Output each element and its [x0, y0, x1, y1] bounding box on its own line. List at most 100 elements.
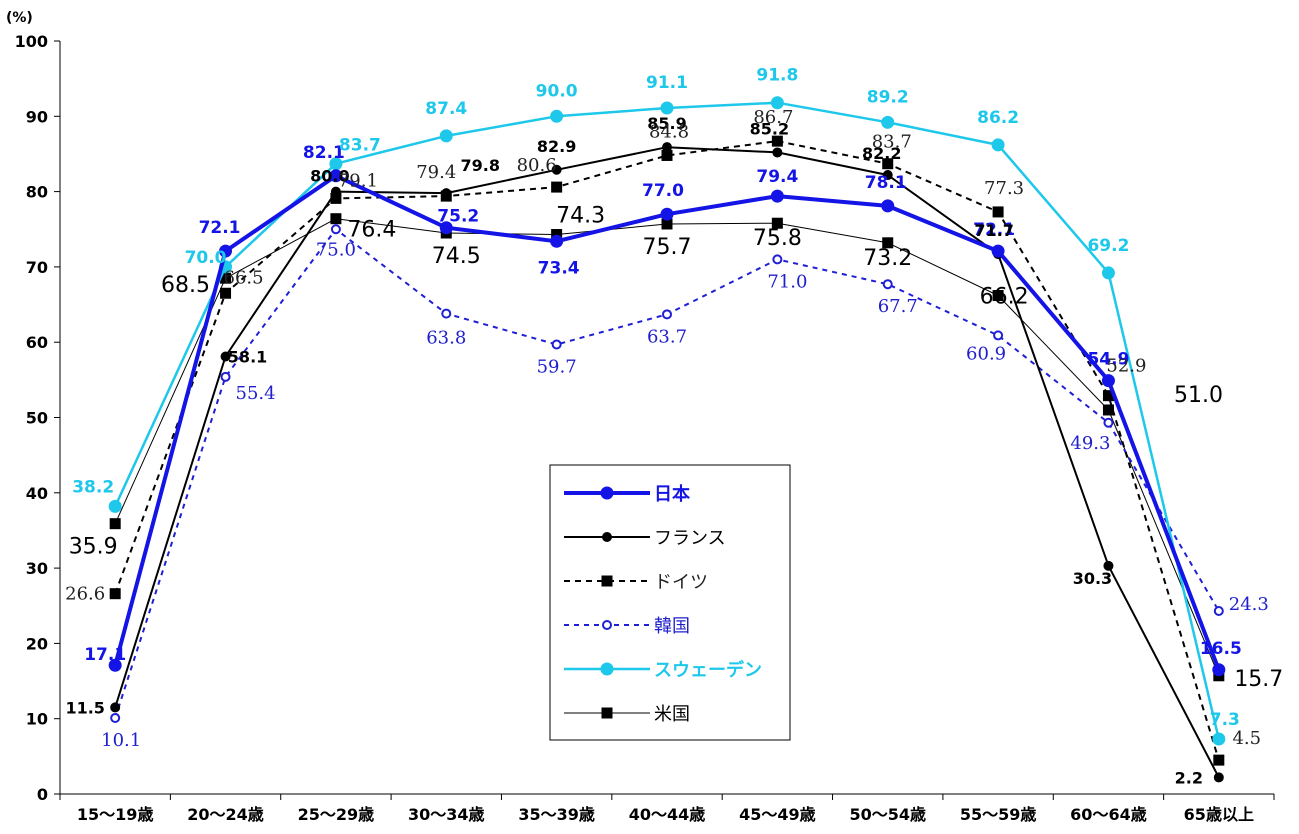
data-label: 66.2	[980, 285, 1029, 310]
legend-label: ドイツ	[654, 572, 708, 593]
data-label: 80.0	[310, 167, 349, 186]
y-tick-label: 20	[26, 634, 48, 653]
data-labels: 17.1 72.1 82.1 75.2 73.4 77.0 79.4 78.1 72.1 54.9…	[65, 66, 1283, 788]
data-label: 49.3	[1070, 433, 1110, 454]
data-point	[220, 371, 231, 382]
data-point	[662, 309, 672, 320]
data-point	[771, 217, 783, 229]
data-point	[771, 135, 783, 147]
legend-box	[549, 464, 791, 741]
x-tick-label: 55〜59歳	[960, 805, 1037, 824]
data-point	[110, 702, 121, 713]
data-label: 55.4	[236, 383, 276, 404]
data-point	[1213, 772, 1224, 783]
data-label: 86.2	[977, 108, 1019, 128]
y-tick-label: 30	[26, 559, 48, 578]
legend-item-米国: 米国	[564, 704, 690, 725]
data-label: 79.8	[461, 156, 500, 175]
data-label: 85.2	[750, 119, 789, 138]
data-point	[881, 115, 895, 129]
x-tick-label: 40〜44歳	[629, 805, 706, 824]
data-label: 11.5	[65, 698, 104, 717]
series-日本	[108, 169, 1226, 677]
data-label: 79.4	[756, 167, 798, 187]
data-label: 63.7	[647, 326, 687, 347]
data-point	[1212, 663, 1226, 677]
data-point	[882, 170, 893, 181]
data-point	[330, 224, 341, 235]
y-tick-label: 10	[26, 710, 48, 729]
data-point	[770, 96, 784, 110]
y-tick-label: 70	[26, 258, 48, 277]
data-label: 71.0	[767, 271, 807, 292]
x-tick-label: 60〜64歳	[1070, 805, 1147, 824]
legend-label: フランス	[654, 528, 726, 549]
data-label: 63.8	[426, 328, 466, 349]
data-point	[992, 206, 1004, 218]
data-label: 72.1	[973, 220, 1015, 240]
data-point	[441, 308, 452, 319]
data-label: 83.7	[339, 136, 381, 156]
x-tick-label: 30〜34歳	[408, 805, 485, 824]
data-label: 7.3	[1210, 710, 1240, 730]
data-point	[220, 287, 232, 299]
legend-marker	[602, 532, 612, 542]
data-point	[108, 499, 122, 513]
data-label: 24.3	[1229, 594, 1269, 615]
data-label: 59.7	[537, 356, 577, 377]
data-point	[991, 244, 1005, 258]
data-point	[329, 169, 343, 183]
data-label: 82.1	[303, 143, 345, 163]
data-point	[660, 101, 674, 115]
data-label: 82.2	[862, 144, 901, 163]
data-point	[550, 234, 564, 248]
legend-item-ドイツ: ドイツ	[564, 572, 708, 593]
data-point	[110, 712, 121, 723]
y-tick-label: 40	[26, 484, 48, 503]
data-point	[441, 188, 452, 199]
data-label: 35.9	[69, 535, 118, 560]
data-label: 68.5	[161, 273, 210, 298]
series-スウェーデン	[108, 96, 1226, 746]
legend-label: スウェーデン	[654, 659, 762, 681]
data-point	[993, 330, 1004, 341]
data-label: 87.4	[425, 99, 467, 119]
data-label: 71.7	[974, 221, 1013, 240]
data-label: 89.2	[867, 87, 909, 107]
data-label: 10.1	[101, 730, 141, 751]
data-label: 91.1	[646, 73, 688, 93]
data-point	[439, 129, 453, 143]
data-label: 54.9	[1087, 350, 1129, 370]
data-label: 58.1	[228, 348, 267, 367]
data-point	[772, 147, 783, 158]
y-axis-unit: (%)	[6, 10, 33, 26]
y-tick-label: 50	[26, 409, 48, 428]
data-point	[330, 213, 342, 225]
x-tick-label: 45〜49歳	[739, 805, 816, 824]
data-point	[882, 279, 893, 290]
data-point	[1103, 560, 1114, 571]
data-label: 78.1	[865, 173, 907, 193]
data-label: 15.7	[1234, 667, 1283, 692]
data-label: 4.5	[1232, 728, 1261, 749]
data-label: 70.0	[185, 248, 227, 268]
data-point	[220, 351, 231, 362]
data-label: 85.9	[647, 114, 686, 133]
data-label: 79.1	[338, 170, 378, 191]
data-point	[108, 658, 122, 672]
data-label: 74.5	[432, 244, 481, 269]
data-label: 84.8	[649, 121, 689, 142]
data-point	[551, 181, 563, 193]
data-point	[1213, 606, 1224, 617]
legend-marker	[600, 486, 614, 500]
y-tick-label: 100	[15, 32, 48, 51]
data-label: 73.2	[863, 246, 912, 271]
data-point	[550, 109, 564, 123]
data-point	[882, 158, 894, 170]
x-tick-label: 35〜39歳	[518, 805, 595, 824]
data-label: 2.2	[1175, 768, 1203, 787]
legend-marker	[601, 575, 613, 587]
y-tick-label: 0	[37, 785, 48, 804]
y-tick-label: 80	[26, 183, 48, 202]
